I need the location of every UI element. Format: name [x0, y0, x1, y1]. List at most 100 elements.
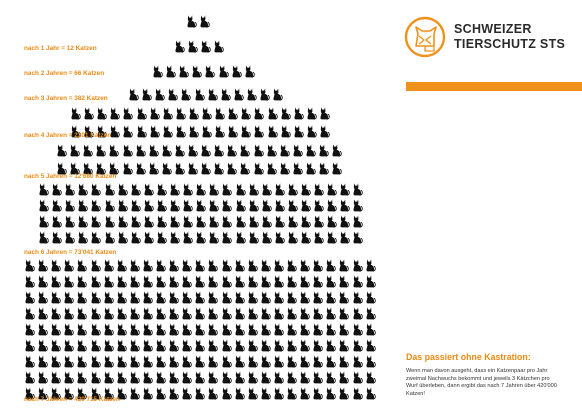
cat-silhouette-icon [234, 387, 245, 400]
cat-silhouette-icon [247, 307, 258, 320]
cat-silhouette-icon [306, 125, 317, 138]
cat-silhouette-icon [37, 355, 48, 368]
cat-silhouette-icon [128, 88, 139, 101]
cat-silhouette-icon [235, 199, 246, 212]
cat-silhouette-icon [338, 291, 350, 304]
cat-silhouette-icon [286, 355, 297, 368]
cat-silhouette-icon [214, 107, 225, 120]
cat-silhouette-icon [338, 275, 350, 288]
cat-silhouette-icon [325, 339, 336, 352]
cat-silhouette-icon [201, 107, 212, 120]
cat-silhouette-icon [155, 323, 166, 336]
cat-silhouette-icon [261, 231, 272, 244]
cat-silhouette-icon [248, 199, 259, 212]
cat-silhouette-icon [253, 107, 265, 120]
cat-silhouette-icon [174, 162, 185, 175]
cat-silhouette-icon [122, 144, 133, 157]
cat-silhouette-icon [182, 199, 193, 212]
cat-silhouette-icon [195, 199, 206, 212]
cat-silhouette-icon [50, 339, 61, 352]
cat-silhouette-icon [116, 355, 127, 368]
cat-silhouette-icon [155, 275, 166, 288]
cat-silhouette-icon [352, 275, 363, 288]
cat-silhouette-icon [312, 323, 323, 336]
cat-silhouette-icon [266, 144, 277, 157]
cat-silhouette-icon [63, 339, 74, 352]
cat-silhouette-icon [142, 355, 153, 368]
cat-silhouette-icon [267, 125, 278, 138]
cat-silhouette-icon [90, 387, 101, 400]
cat-silhouette-icon [352, 231, 364, 244]
cat-silhouette-icon [365, 355, 376, 368]
cat-silhouette-icon [130, 231, 141, 244]
cat-silhouette-icon [260, 323, 271, 336]
cat-silhouette-icon [233, 88, 244, 101]
cat-silhouette-icon [141, 88, 152, 101]
cat-silhouette-icon [154, 88, 165, 101]
cat-silhouette-icon [365, 339, 376, 352]
cat-silhouette-icon [221, 275, 232, 288]
cat-silhouette-icon [178, 65, 189, 78]
cat-silhouette-icon [24, 339, 35, 352]
cat-silhouette-icon [305, 144, 316, 157]
cat-silhouette-icon [129, 339, 140, 352]
cat-silhouette-icon [142, 259, 153, 272]
cat-silhouette-icon [37, 387, 48, 400]
cat-silhouette-icon [326, 215, 337, 228]
cat-silhouette-icon [188, 125, 199, 138]
cat-silhouette-icon [142, 291, 153, 304]
cat-silhouette-icon [169, 183, 180, 196]
cat-silhouette-icon [352, 323, 363, 336]
cat-silhouette-icon [155, 259, 166, 272]
cat-silhouette-icon [234, 355, 245, 368]
cat-silhouette-icon [247, 291, 258, 304]
cat-silhouette-icon [155, 387, 166, 400]
cat-silhouette-icon [352, 371, 363, 384]
cat-silhouette-icon [207, 307, 219, 320]
cat-silhouette-icon [312, 355, 323, 368]
cat-silhouette-icon [63, 323, 74, 336]
cat-silhouette-icon [194, 371, 205, 384]
sidebar-title: Das passiert ohne Kastration: [406, 352, 531, 362]
cat-silhouette-icon [168, 371, 179, 384]
cat-silhouette-icon [24, 307, 35, 320]
cat-silhouette-icon [231, 65, 242, 78]
cat-silhouette-icon [339, 231, 350, 244]
cat-silhouette-icon [82, 144, 93, 157]
cat-silhouette-icon [253, 144, 264, 157]
cat-silhouette-icon [129, 323, 140, 336]
cat-silhouette-icon [220, 88, 231, 101]
cat-silhouette-icon [90, 183, 102, 196]
cat-silhouette-icon [76, 275, 88, 288]
cat-silhouette-icon [318, 162, 329, 175]
cat-silhouette-icon [286, 323, 297, 336]
cat-silhouette-icon [326, 183, 337, 196]
cat-silhouette-icon [156, 183, 167, 196]
cat-silhouette-icon [143, 199, 154, 212]
cat-silhouette-icon [103, 387, 114, 400]
cat-silhouette-icon [76, 291, 88, 304]
cat-silhouette-icon [234, 371, 245, 384]
cat-silhouette-icon [155, 355, 166, 368]
cat-silhouette-icon [207, 323, 219, 336]
cat-silhouette-icon [207, 387, 219, 400]
cat-silhouette-icon [103, 323, 114, 336]
cat-silhouette-icon [136, 107, 147, 120]
cat-silhouette-icon [182, 215, 193, 228]
cat-silhouette-icon [51, 183, 62, 196]
cat-silhouette-icon [208, 215, 219, 228]
cat-silhouette-icon [161, 162, 172, 175]
cat-silhouette-icon [318, 144, 329, 157]
cat-silhouette-icon [272, 88, 283, 101]
cat-silhouette-icon [129, 307, 140, 320]
cat-silhouette-icon [37, 339, 48, 352]
cat-silhouette-icon [352, 355, 363, 368]
cat-silhouette-icon [259, 88, 270, 101]
cat-silhouette-icon [129, 355, 140, 368]
cat-silhouette-icon [234, 339, 245, 352]
cat-silhouette-icon [286, 259, 297, 272]
cat-silhouette-icon [187, 40, 198, 53]
cat-silhouette-icon [129, 291, 140, 304]
cat-silhouette-icon [108, 144, 120, 157]
cat-silhouette-icon [195, 231, 206, 244]
